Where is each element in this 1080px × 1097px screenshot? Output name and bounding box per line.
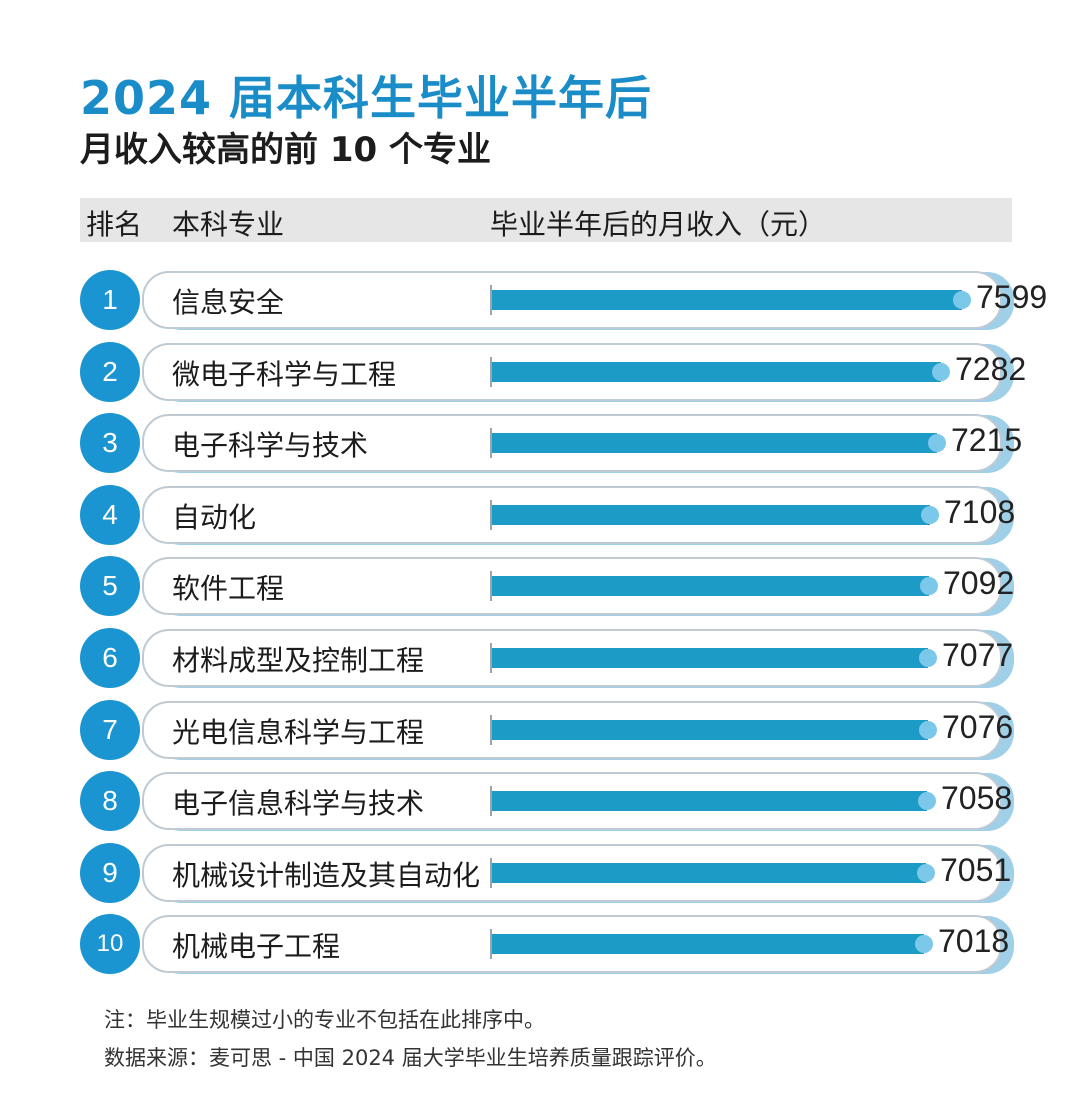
chart-subtitle: 月收入较高的前 10 个专业 [80, 130, 491, 170]
ranking-row: 10 机械电子工程 7018 [80, 914, 1015, 974]
bar-end-dot [919, 649, 937, 667]
rank-badge: 3 [80, 413, 140, 473]
bar-end-dot [953, 291, 971, 309]
bar-end-dot [932, 363, 950, 381]
rank-badge: 6 [80, 628, 140, 688]
rank-badge: 2 [80, 342, 140, 402]
income-bar [492, 576, 929, 596]
income-value: 7282 [955, 351, 1027, 387]
data-source-note: 数据来源：麦可思 - 中国 2024 届大学毕业生培养质量跟踪评价。 [104, 1046, 717, 1070]
chart-title: 2024 届本科生毕业半年后 [80, 71, 653, 125]
income-value: 7108 [944, 494, 1016, 530]
income-bar [492, 290, 962, 310]
bar-baseline [490, 357, 492, 387]
bar-end-dot [917, 864, 935, 882]
income-value: 7092 [943, 565, 1015, 601]
ranking-row: 7 光电信息科学与工程 7076 [80, 700, 1015, 760]
income-bar [492, 648, 928, 668]
income-value: 7215 [951, 422, 1023, 458]
ranking-row: 9 机械设计制造及其自动化 7051 [80, 843, 1015, 903]
bar-end-dot [921, 506, 939, 524]
rank-badge: 8 [80, 771, 140, 831]
major-label: 电子科学与技术 [172, 429, 369, 462]
header-rank: 排名 [86, 208, 143, 241]
major-label: 微电子科学与工程 [172, 358, 397, 391]
ranking-row: 5 软件工程 7092 [80, 556, 1015, 616]
income-bar [492, 934, 924, 954]
ranking-row: 4 自动化 7108 [80, 485, 1016, 545]
ranking-row: 3 电子科学与技术 7215 [80, 413, 1022, 473]
rank-badge: 4 [80, 485, 140, 545]
bar-baseline [490, 500, 492, 530]
ranking-row: 8 电子信息科学与技术 7058 [80, 771, 1015, 831]
income-bar [492, 791, 927, 811]
income-bar [492, 863, 926, 883]
income-value: 7076 [942, 709, 1014, 745]
bar-baseline [490, 929, 492, 959]
income-bar [492, 720, 928, 740]
footnote: 注：毕业生规模过小的专业不包括在此排序中。 [104, 1008, 545, 1032]
bar-end-dot [918, 792, 936, 810]
major-label: 材料成型及控制工程 [172, 644, 425, 677]
bar-baseline [490, 715, 492, 745]
bar-baseline [490, 428, 492, 458]
bar-end-dot [920, 577, 938, 595]
major-label: 光电信息科学与工程 [172, 716, 425, 749]
bar-end-dot [919, 721, 937, 739]
income-value: 7058 [941, 780, 1013, 816]
table-header: 排名 本科专业 毕业半年后的月收入（元） [80, 198, 1012, 242]
rank-badge: 5 [80, 556, 140, 616]
major-label: 机械电子工程 [172, 930, 341, 963]
rank-badge: 10 [80, 914, 140, 974]
ranking-row: 1 信息安全 7599 [80, 270, 1047, 330]
bar-baseline [490, 285, 492, 315]
ranking-row: 2 微电子科学与工程 7282 [80, 342, 1026, 402]
income-bar [492, 505, 930, 525]
rank-badge: 9 [80, 843, 140, 903]
ranking-row: 6 材料成型及控制工程 7077 [80, 628, 1015, 688]
major-label: 机械设计制造及其自动化 [172, 859, 481, 892]
major-label: 软件工程 [172, 572, 285, 605]
bar-baseline [490, 643, 492, 673]
bar-baseline [490, 858, 492, 888]
rank-badge: 7 [80, 700, 140, 760]
income-value: 7051 [940, 852, 1012, 888]
income-bar [492, 362, 941, 382]
major-label: 电子信息科学与技术 [172, 787, 425, 820]
header-income: 毕业半年后的月收入（元） [490, 208, 827, 241]
bar-end-dot [915, 935, 933, 953]
bar-end-dot [928, 434, 946, 452]
income-value: 7018 [938, 923, 1010, 959]
income-value: 7599 [976, 279, 1048, 315]
major-label: 信息安全 [172, 286, 285, 319]
bar-baseline [490, 571, 492, 601]
income-value: 7077 [942, 637, 1014, 673]
bar-baseline [490, 786, 492, 816]
rank-badge: 1 [80, 270, 140, 330]
major-label: 自动化 [172, 501, 257, 534]
header-major: 本科专业 [172, 208, 285, 241]
income-bar [492, 433, 937, 453]
